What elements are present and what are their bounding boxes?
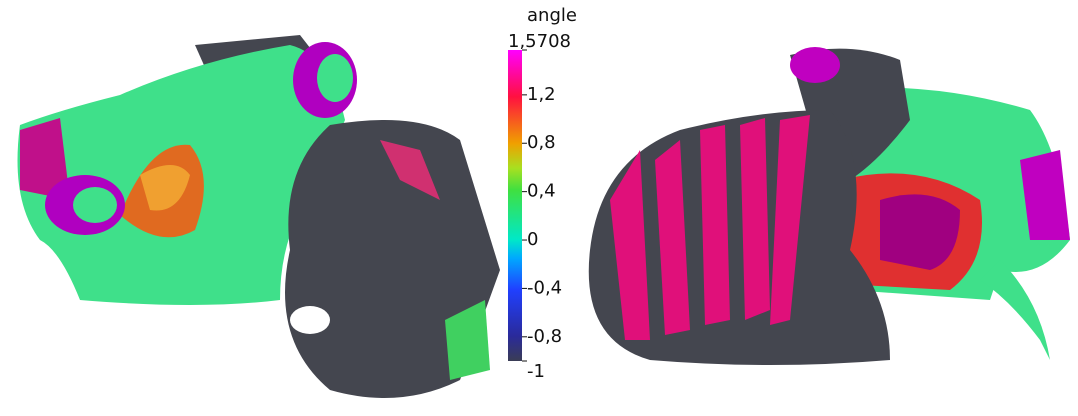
tick-label: -0,4: [527, 277, 562, 298]
tick-label: 0,4: [527, 181, 556, 202]
right-surface: [588, 47, 1070, 365]
colorbar: angle: [508, 5, 577, 361]
colorbar-title: angle: [527, 5, 577, 26]
tick-label: 0: [527, 229, 538, 250]
tick-label: 0,8: [527, 132, 556, 153]
tick-label: -1: [527, 361, 545, 382]
colorbar-gradient: [508, 50, 522, 361]
tick-label: -0,8: [527, 326, 562, 347]
left-surface: [17, 35, 500, 398]
tick-label: 1,5708: [508, 31, 571, 52]
tick-label: 1,2: [527, 84, 556, 105]
